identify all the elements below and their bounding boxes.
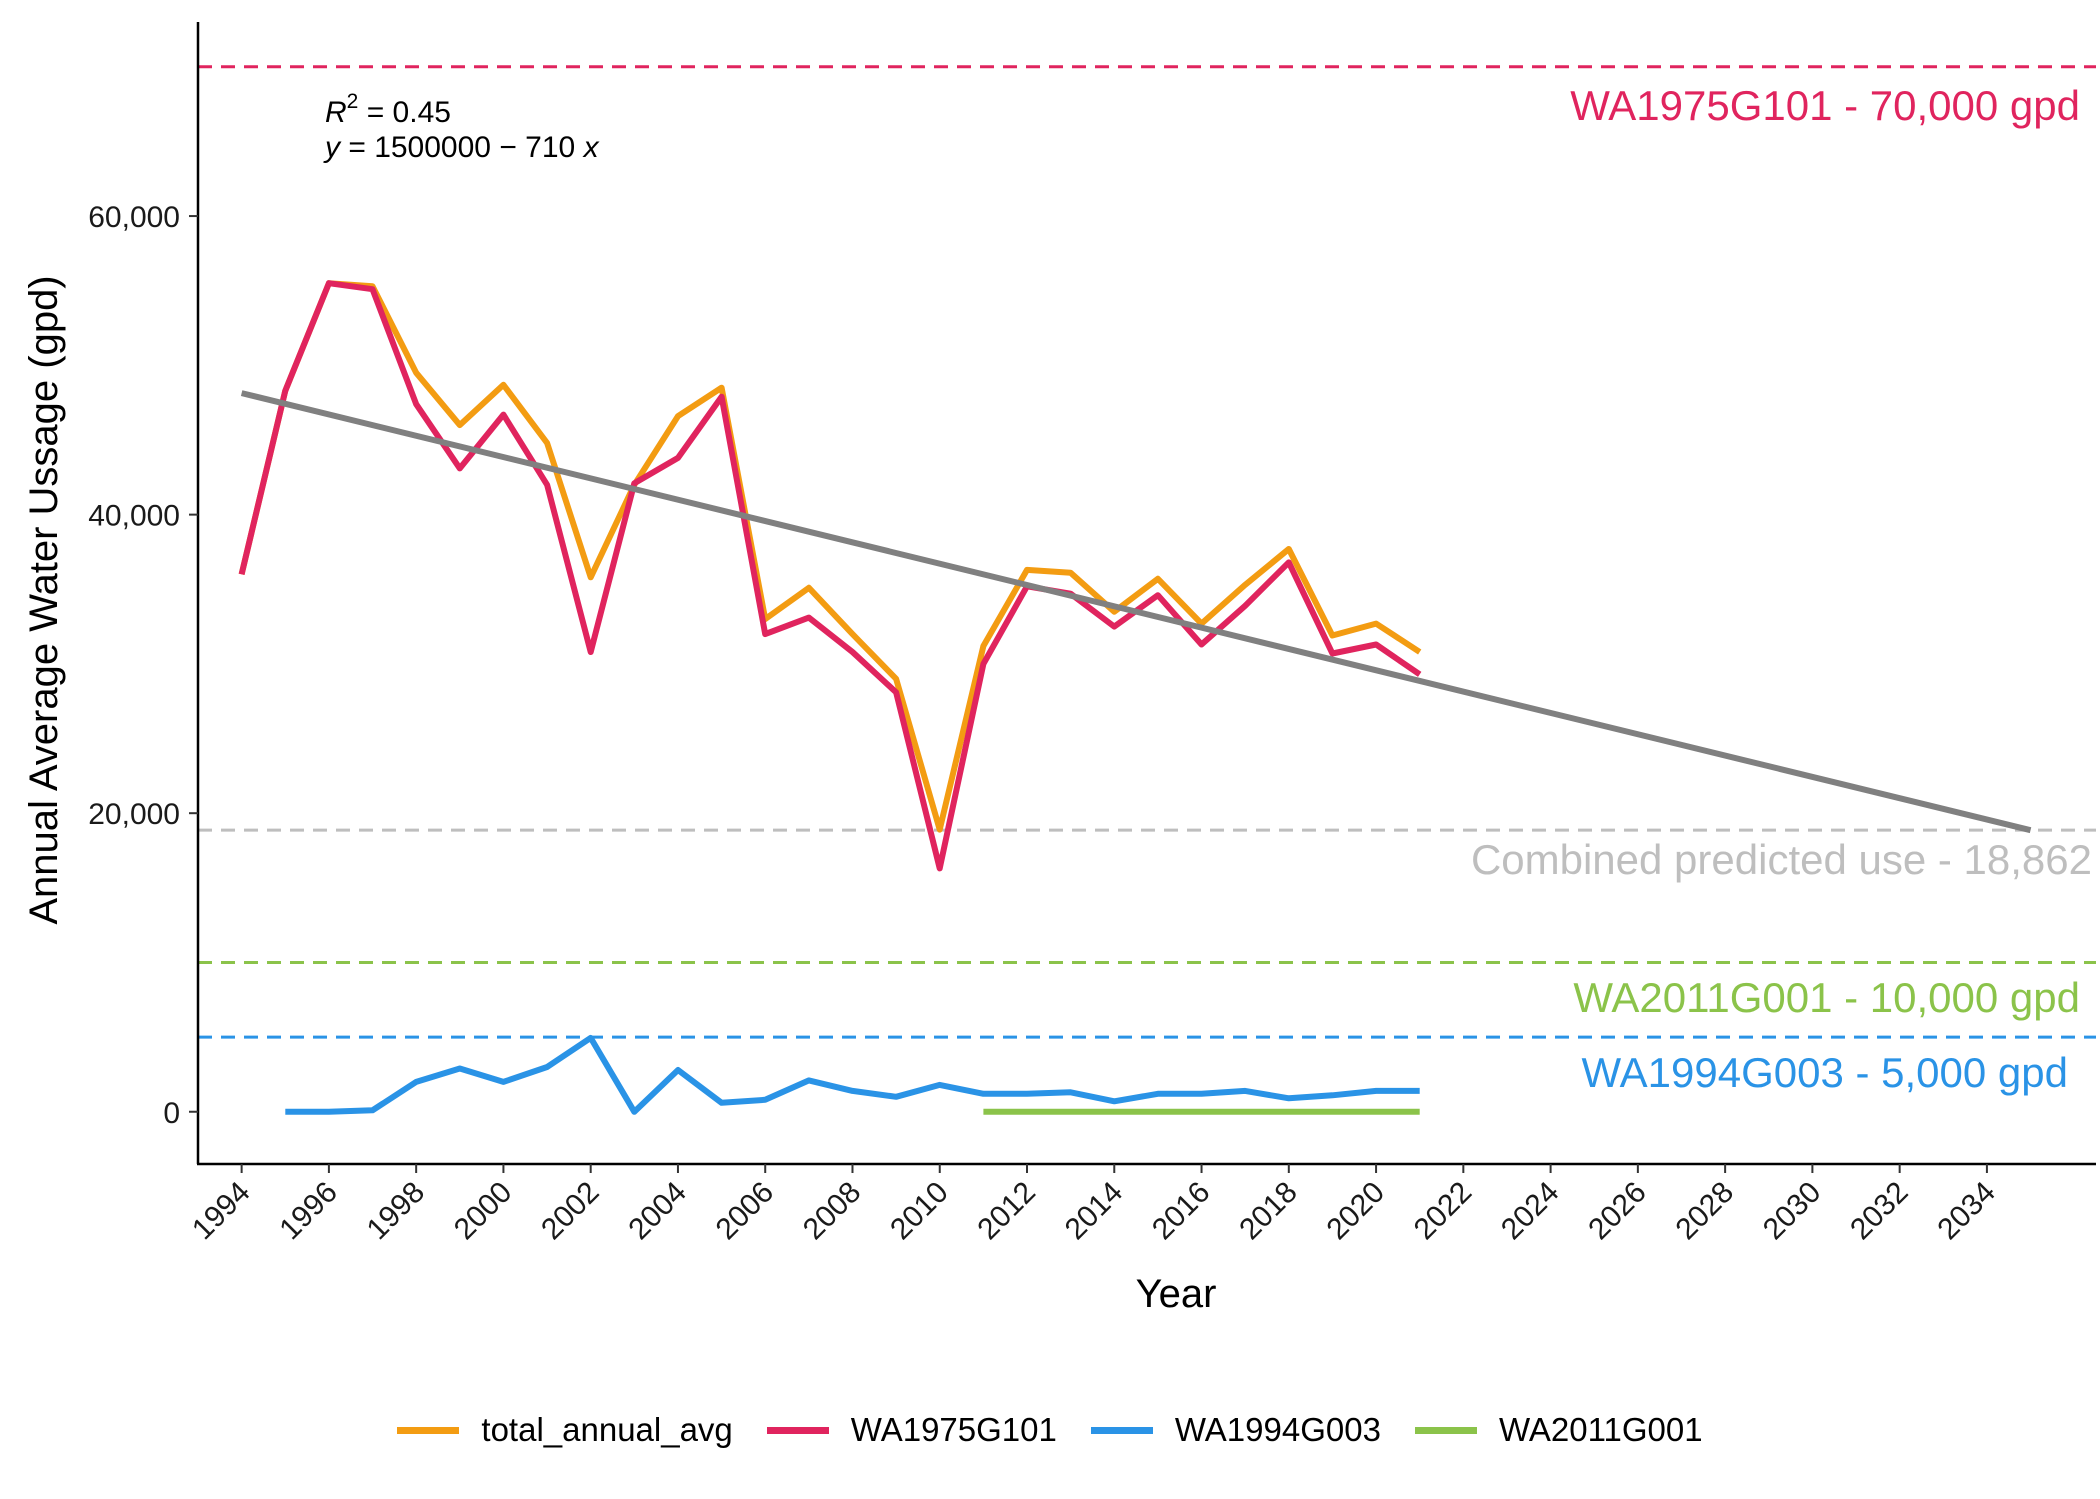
x-tick-label: 2002 — [535, 1176, 606, 1247]
y-tick-label: 20,000 — [88, 798, 180, 831]
legend-key — [766, 1426, 829, 1434]
x-tick-label: 2010 — [884, 1176, 955, 1247]
x-tick-label: 1994 — [186, 1176, 257, 1247]
legend-label: WA1994G003 — [1174, 1411, 1381, 1448]
x-tick-label: 2000 — [448, 1176, 519, 1247]
x-ticks: 1994 1996 1998 2000 2002 2004 2006 2008 2010 2012… — [186, 1164, 2002, 1246]
x-tick-label: 2008 — [797, 1176, 868, 1247]
x-tick-label: 2004 — [622, 1176, 693, 1247]
x-tick-label: 2032 — [1844, 1176, 1915, 1247]
regression-equation: y = 1500000 − 710 x — [323, 131, 600, 164]
x-tick-label: 2020 — [1320, 1176, 1391, 1247]
axes — [196, 22, 2096, 1166]
reference-lines: WA1975G101 - 70,000 gpd Combined predicte… — [198, 65, 2096, 1096]
reference-label-wa2011g001-10-000-gpd: WA2011G001 - 10,000 gpd — [1573, 974, 2080, 1021]
legend: total_annual_avg WA1975G101 WA1994G003 WA20… — [0, 1400, 2100, 1460]
x-tick-label: 2022 — [1408, 1176, 1479, 1247]
r-squared-label: R2 = 0.45 — [325, 90, 451, 129]
legend-item-wa1994g003: WA1994G003 — [1090, 1411, 1381, 1449]
series-lines — [238, 280, 1422, 1115]
x-tick-label: 1996 — [273, 1176, 344, 1247]
x-tick-label: 1998 — [361, 1176, 432, 1247]
x-tick-label: 2012 — [971, 1176, 1042, 1247]
reference-label-wa1975g101-70-000-gpd: WA1975G101 - 70,000 gpd — [1570, 82, 2080, 129]
trend-line — [240, 390, 2032, 834]
x-tick-label: 2014 — [1059, 1176, 1130, 1247]
legend-item-wa2011g001: WA2011G001 — [1414, 1411, 1703, 1449]
regression-annotation: R2 = 0.45 y = 1500000 − 710 x — [323, 90, 600, 164]
legend-label: WA2011G001 — [1498, 1411, 1703, 1448]
reference-label-wa1994g003-5-000-gpd: WA1994G003 - 5,000 gpd — [1582, 1049, 2068, 1096]
y-ticks: 0 20,000 40,000 60,000 — [88, 201, 198, 1130]
y-tick-label: 40,000 — [88, 500, 180, 533]
x-tick-label: 2030 — [1757, 1176, 1828, 1247]
reference-label-combined-predicted-use-18-862: Combined predicted use - 18,862 — [1471, 836, 2092, 883]
y-axis-title: Annual Average Water Ussage (gpd) — [22, 275, 66, 924]
series-line-wa1994g003 — [285, 1034, 1420, 1115]
x-tick-label: 2028 — [1670, 1176, 1741, 1247]
x-tick-label: 2006 — [710, 1176, 781, 1247]
legend-label: WA1975G101 — [850, 1411, 1057, 1448]
legend-key — [1414, 1426, 1477, 1434]
legend-label: total_annual_avg — [481, 1411, 733, 1448]
x-axis-title: Year — [1136, 1272, 1217, 1316]
legend-item-wa1975g101: WA1975G101 — [766, 1411, 1057, 1449]
x-tick-label: 2016 — [1146, 1176, 1217, 1247]
y-tick-label: 0 — [163, 1097, 180, 1130]
legend-key — [1090, 1426, 1153, 1434]
legend-key — [397, 1426, 460, 1434]
x-tick-label: 2034 — [1931, 1176, 2002, 1247]
series-line-wa1975g101 — [238, 280, 1422, 872]
x-tick-label: 2026 — [1582, 1176, 1653, 1247]
trend-line-group — [240, 390, 2032, 834]
x-tick-label: 2024 — [1495, 1176, 1566, 1247]
x-tick-label: 2018 — [1233, 1176, 1304, 1247]
legend-item-total-annual-avg: total_annual_avg — [397, 1411, 733, 1449]
series-line-total-annual-avg — [238, 280, 1422, 833]
y-tick-label: 60,000 — [88, 201, 180, 234]
